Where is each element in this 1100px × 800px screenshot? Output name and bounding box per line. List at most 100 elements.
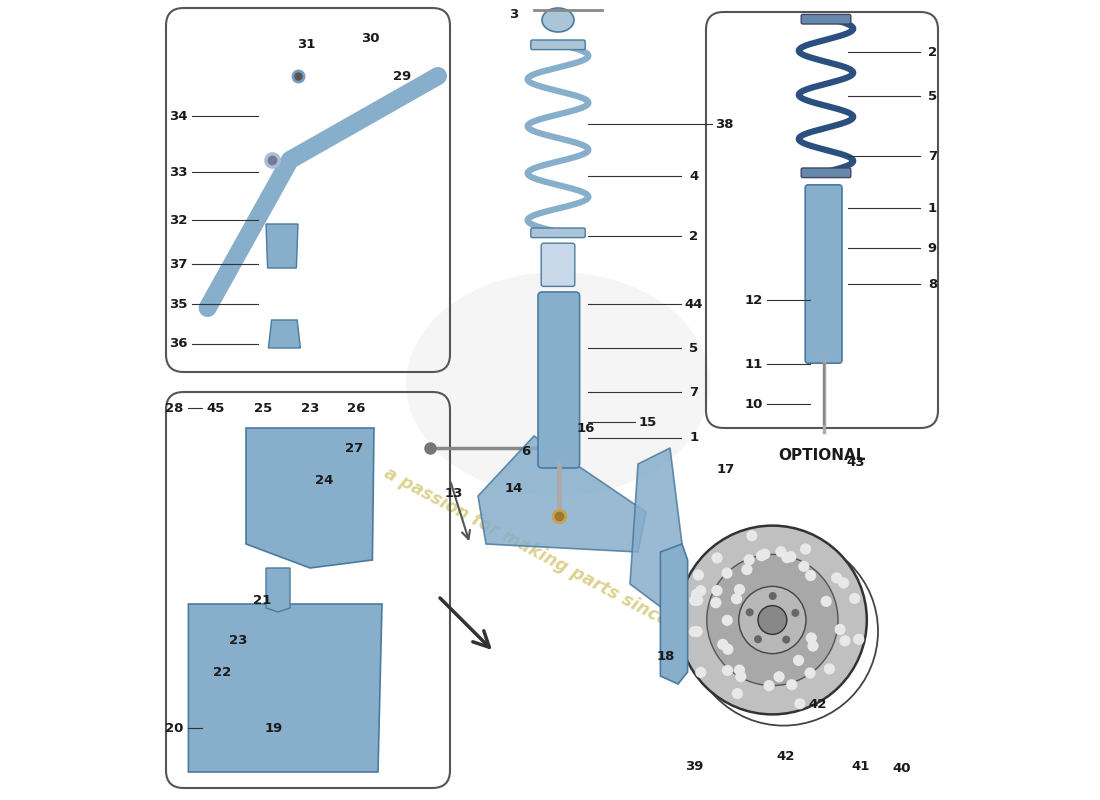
Circle shape bbox=[741, 564, 752, 575]
Text: 26: 26 bbox=[348, 402, 365, 414]
Circle shape bbox=[849, 593, 860, 604]
Text: 33: 33 bbox=[168, 166, 187, 178]
Circle shape bbox=[744, 554, 755, 566]
Text: 21: 21 bbox=[253, 594, 271, 606]
Text: 37: 37 bbox=[168, 258, 187, 270]
Circle shape bbox=[734, 584, 745, 595]
Circle shape bbox=[739, 586, 806, 654]
Text: 2: 2 bbox=[927, 46, 937, 58]
Text: 23: 23 bbox=[229, 634, 248, 646]
Text: 4: 4 bbox=[690, 170, 698, 182]
Text: 36: 36 bbox=[168, 338, 187, 350]
Circle shape bbox=[805, 632, 817, 643]
Text: 45: 45 bbox=[207, 402, 224, 414]
Circle shape bbox=[838, 578, 849, 589]
Circle shape bbox=[763, 680, 774, 691]
Circle shape bbox=[785, 551, 796, 562]
Circle shape bbox=[678, 526, 867, 714]
Polygon shape bbox=[188, 604, 382, 772]
Circle shape bbox=[781, 552, 793, 563]
Circle shape bbox=[793, 654, 804, 666]
Text: 44: 44 bbox=[684, 298, 703, 310]
Text: 11: 11 bbox=[745, 358, 763, 370]
Text: 22: 22 bbox=[213, 666, 231, 678]
Circle shape bbox=[756, 550, 767, 562]
Text: 25: 25 bbox=[254, 402, 273, 414]
Text: 6: 6 bbox=[521, 446, 530, 458]
Text: 14: 14 bbox=[505, 482, 524, 494]
FancyBboxPatch shape bbox=[805, 185, 842, 363]
Circle shape bbox=[707, 554, 838, 686]
Circle shape bbox=[854, 634, 865, 645]
Text: 1: 1 bbox=[927, 202, 937, 214]
Text: 8: 8 bbox=[927, 278, 937, 290]
Text: 34: 34 bbox=[168, 110, 187, 122]
Circle shape bbox=[722, 567, 733, 578]
Circle shape bbox=[759, 549, 770, 560]
Circle shape bbox=[791, 609, 800, 617]
Circle shape bbox=[821, 596, 832, 607]
Circle shape bbox=[758, 606, 786, 634]
Text: 10: 10 bbox=[745, 398, 763, 410]
Circle shape bbox=[824, 663, 835, 674]
Text: a passion for making parts since 1995: a passion for making parts since 1995 bbox=[381, 464, 719, 656]
Circle shape bbox=[830, 572, 843, 583]
Text: 9: 9 bbox=[927, 242, 937, 254]
Text: 7: 7 bbox=[927, 150, 937, 162]
Text: 31: 31 bbox=[297, 38, 316, 50]
Circle shape bbox=[712, 585, 723, 596]
Text: 5: 5 bbox=[690, 342, 698, 354]
FancyBboxPatch shape bbox=[801, 168, 850, 178]
Circle shape bbox=[695, 585, 706, 596]
Text: 24: 24 bbox=[316, 474, 333, 486]
Circle shape bbox=[769, 592, 777, 600]
Circle shape bbox=[782, 636, 790, 644]
Text: 43: 43 bbox=[846, 456, 865, 469]
Text: 7: 7 bbox=[690, 386, 698, 398]
Circle shape bbox=[786, 679, 798, 690]
Text: 20: 20 bbox=[165, 722, 184, 734]
Polygon shape bbox=[246, 428, 374, 568]
Circle shape bbox=[722, 665, 733, 676]
Text: 23: 23 bbox=[300, 402, 319, 414]
Circle shape bbox=[717, 638, 728, 650]
Text: 15: 15 bbox=[638, 416, 657, 429]
Circle shape bbox=[746, 530, 758, 542]
Text: 32: 32 bbox=[168, 214, 187, 226]
Text: 13: 13 bbox=[444, 487, 463, 500]
Text: 12: 12 bbox=[745, 294, 763, 306]
Circle shape bbox=[734, 665, 745, 676]
Circle shape bbox=[800, 543, 811, 554]
Text: 39: 39 bbox=[685, 760, 703, 773]
Text: OPTIONAL: OPTIONAL bbox=[779, 449, 866, 463]
Polygon shape bbox=[478, 436, 646, 552]
Circle shape bbox=[746, 608, 754, 616]
Text: 3: 3 bbox=[509, 8, 518, 21]
Circle shape bbox=[804, 667, 816, 678]
Circle shape bbox=[722, 614, 733, 626]
Polygon shape bbox=[266, 568, 290, 612]
Circle shape bbox=[754, 635, 762, 643]
Text: 18: 18 bbox=[657, 650, 675, 662]
Circle shape bbox=[773, 671, 784, 682]
Text: 2: 2 bbox=[690, 230, 698, 242]
Circle shape bbox=[839, 635, 850, 646]
Circle shape bbox=[805, 570, 816, 581]
Circle shape bbox=[689, 594, 701, 606]
Circle shape bbox=[689, 626, 700, 637]
Circle shape bbox=[711, 597, 722, 608]
Text: 42: 42 bbox=[777, 750, 795, 762]
Text: 40: 40 bbox=[893, 762, 911, 774]
FancyBboxPatch shape bbox=[801, 14, 850, 24]
Circle shape bbox=[799, 561, 810, 572]
Text: 28: 28 bbox=[165, 402, 184, 414]
Text: 5: 5 bbox=[927, 90, 937, 102]
Text: 29: 29 bbox=[393, 70, 411, 82]
Text: 17: 17 bbox=[717, 463, 735, 476]
Circle shape bbox=[776, 546, 786, 558]
Circle shape bbox=[794, 698, 805, 710]
Text: 42: 42 bbox=[808, 698, 827, 710]
Text: 19: 19 bbox=[265, 722, 283, 734]
Circle shape bbox=[695, 666, 706, 678]
Text: 38: 38 bbox=[715, 118, 734, 130]
